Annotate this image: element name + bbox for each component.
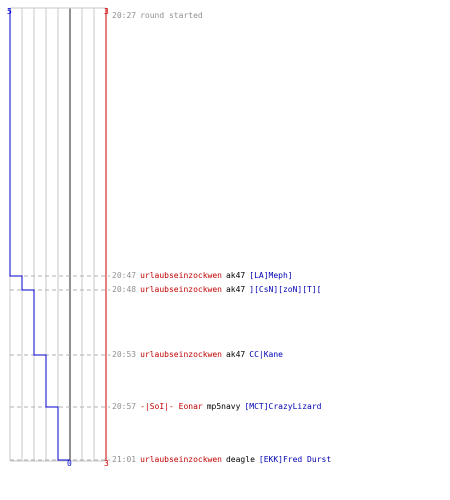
killer-name: urlaubseinzockwen [140, 271, 222, 280]
event-time: 20:27 [112, 11, 137, 20]
weapon-name: deagle [225, 455, 255, 464]
event-guide-lines [10, 275, 110, 461]
weapon-name: ak47 [225, 350, 246, 359]
team-a-alive-step-line [9, 8, 70, 461]
round-start-event: 20:27 round started [112, 11, 207, 21]
weapon-name: mp5navy [206, 402, 241, 411]
kill-event: 20:57 -|SoI|- Eonar mp5navy [MCT]CrazyLizar… [112, 402, 326, 412]
killer-name: urlaubseinzockwen [140, 455, 222, 464]
victim-name: CC|Kane [249, 350, 283, 359]
timeline-grid [9, 7, 107, 462]
victim-name: [LA]Meph] [249, 271, 293, 280]
kill-event: 20:53 urlaubseinzockwen ak47 CC|Kane [112, 350, 287, 360]
victim-name: [EKK]Fred Durst [258, 455, 332, 464]
killer-name: -|SoI|- Eonar [140, 402, 203, 411]
team-a-end-count: 0 [67, 459, 72, 468]
event-time: 20:57 [112, 402, 137, 411]
event-time: 20:48 [112, 285, 137, 294]
team-a-start-count: 5 [7, 7, 12, 16]
team-b-end-count: 3 [104, 459, 109, 468]
victim-name: ][CsN][zoN][T][ [249, 285, 322, 294]
event-time: 21:01 [112, 455, 137, 464]
event-text: round started [140, 11, 203, 20]
event-time: 20:47 [112, 271, 137, 280]
weapon-name: ak47 [225, 271, 246, 280]
kill-event: 21:01 urlaubseinzockwen deagle [EKK]Fred Du… [112, 455, 335, 465]
weapon-name: ak47 [225, 285, 246, 294]
victim-name: [MCT]CrazyLizard [244, 402, 322, 411]
killer-name: urlaubseinzockwen [140, 285, 222, 294]
kill-event: 20:48 urlaubseinzockwen ak47][CsN][zoN][T]… [112, 285, 326, 295]
killer-name: urlaubseinzockwen [140, 350, 222, 359]
event-time: 20:53 [112, 350, 137, 359]
kill-event: 20:47 urlaubseinzockwen ak47 [LA]Meph] [112, 271, 297, 281]
team-b-start-count: 3 [104, 7, 109, 16]
